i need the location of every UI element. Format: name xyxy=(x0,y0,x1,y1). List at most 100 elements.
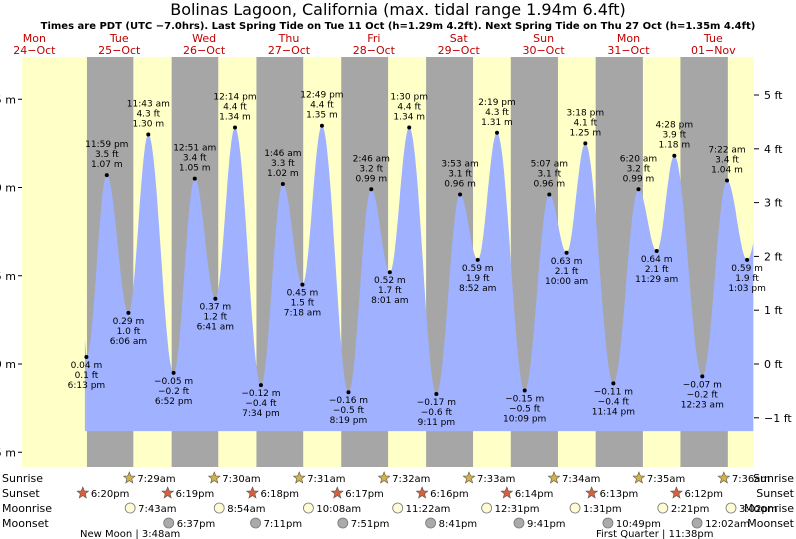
extreme-time: 7:22 am xyxy=(708,145,745,155)
extreme-time: 6:52 pm xyxy=(155,397,193,407)
sunset-time: 6:19pm xyxy=(176,489,215,500)
extreme-dot xyxy=(475,257,480,262)
extreme-dot xyxy=(458,192,463,197)
day-name: Thu xyxy=(278,32,300,45)
extreme-m: 0.99 m xyxy=(623,174,655,184)
right-tick-label: 4 ft xyxy=(764,143,783,156)
extreme-dot xyxy=(192,176,197,181)
sunrise-time: 7:29am xyxy=(137,474,175,485)
day-name: Mon xyxy=(617,32,640,45)
extreme-ft: −0.5 ft xyxy=(509,404,541,414)
extreme-time: 7:18 am xyxy=(284,309,321,319)
extreme-time: 5:07 am xyxy=(531,160,568,170)
sunrise-icon xyxy=(547,471,561,484)
extreme-time: 6:20 am xyxy=(620,154,657,164)
sunset-icon xyxy=(500,486,514,499)
extreme-labels: 0.04 m0.1 ft6:13 pm 11:59 pm3.5 ft1.07 m 0… xyxy=(68,91,766,428)
day-date: 31−Oct xyxy=(607,44,650,57)
moonrise-time: 1:31pm xyxy=(583,504,622,515)
extreme-time: 6:06 am xyxy=(110,337,147,347)
right-tick-label: 1 ft xyxy=(764,304,783,317)
extreme-time: 7:34 pm xyxy=(242,409,280,419)
extreme-ft: 4.4 ft xyxy=(397,102,421,112)
extreme-m: 1.05 m xyxy=(179,164,211,174)
extreme-m: 0.45 m xyxy=(287,289,319,299)
sunrise-icon xyxy=(717,471,731,484)
extreme-dot xyxy=(636,187,641,192)
extreme-ft: −0.4 ft xyxy=(598,397,630,407)
extreme-m: 1.02 m xyxy=(267,169,299,179)
extreme-time: 1:46 am xyxy=(264,149,301,159)
moonset-icon xyxy=(602,517,614,529)
left-tick-label: 1.5 m xyxy=(0,93,16,106)
moonset-icon xyxy=(425,517,437,529)
extreme-time: 9:11 pm xyxy=(418,418,456,428)
extreme-time: 1:03 pm xyxy=(728,284,766,294)
extreme-dot xyxy=(611,381,616,386)
sunset-icon xyxy=(415,486,429,499)
extreme-ft: −0.2 ft xyxy=(687,390,719,400)
daylight-band xyxy=(22,57,87,467)
moonrise-time: 7:43am xyxy=(138,504,176,515)
sunrise-time: 7:35am xyxy=(647,474,685,485)
extreme-m: 0.04 m xyxy=(71,361,103,371)
extreme-ft: 3.5 ft xyxy=(95,150,119,160)
extreme-m: 0.29 m xyxy=(113,317,145,327)
sunrise-icon xyxy=(122,471,136,484)
left-tick-label: 0.5 m xyxy=(0,270,16,283)
extreme-time: 11:14 pm xyxy=(592,407,635,417)
day-headers: Mon24−OctTue25−OctWed26−OctThu27−OctFri2… xyxy=(13,32,736,57)
sunset-icon xyxy=(76,486,90,499)
extreme-time: 6:13 pm xyxy=(68,381,106,391)
day-date: 24−Oct xyxy=(13,44,56,57)
extreme-time: 10:09 pm xyxy=(503,414,546,424)
sunrise-time: 7:36am xyxy=(732,474,770,485)
row-label-left: Sunset xyxy=(2,487,40,500)
right-tick-label: −1 ft xyxy=(764,412,792,425)
extreme-dot xyxy=(213,296,218,301)
extreme-time: 8:01 am xyxy=(371,296,408,306)
extreme-time: 11:59 pm xyxy=(85,140,128,150)
extreme-ft: 3.2 ft xyxy=(627,164,651,174)
extreme-m: 0.59 m xyxy=(462,264,494,274)
moonset-time: 7:51pm xyxy=(351,519,390,530)
row-label-left: Moonset xyxy=(2,517,49,530)
extreme-dot xyxy=(280,181,285,186)
moon-phase-label: New Moon | 3:48am xyxy=(80,529,180,539)
extreme-ft: 4.4 ft xyxy=(223,102,247,112)
extreme-time: 8:19 pm xyxy=(330,416,368,426)
sunset-time: 6:20pm xyxy=(91,489,130,500)
extreme-time: 11:29 am xyxy=(635,275,678,285)
extreme-dot xyxy=(258,383,263,388)
extreme-m: 1.18 m xyxy=(658,141,690,151)
sunset-icon xyxy=(585,486,599,499)
extreme-time: 2:19 pm xyxy=(478,98,516,108)
moonrise-icon xyxy=(303,502,314,514)
moonrise-icon xyxy=(569,502,581,514)
extreme-ft: 1.9 ft xyxy=(735,274,759,284)
sunset-icon xyxy=(330,486,344,499)
moonset-time: 8:41pm xyxy=(439,519,478,530)
sunrise-icon xyxy=(292,471,306,484)
extreme-m: −0.05 m xyxy=(154,377,193,387)
day-name: Wed xyxy=(192,32,216,45)
extreme-ft: 2.1 ft xyxy=(555,267,579,277)
extreme-m: −0.16 m xyxy=(329,396,368,406)
extreme-time: 8:52 am xyxy=(459,284,496,294)
extreme-time: 3:18 pm xyxy=(567,108,605,118)
sunset-icon xyxy=(245,486,259,499)
extreme-time: 6:41 am xyxy=(197,323,234,333)
extreme-dot xyxy=(583,141,588,146)
extreme-dot xyxy=(387,270,392,275)
extreme-time: 2:46 am xyxy=(353,154,390,164)
extreme-dot xyxy=(725,178,730,183)
extreme-m: 0.52 m xyxy=(374,276,406,286)
extreme-dot xyxy=(700,374,705,379)
extreme-ft: 3.4 ft xyxy=(183,154,207,164)
moon-phase-label: First Quarter | 11:38pm xyxy=(596,529,714,539)
day-date: 27−Oct xyxy=(268,44,311,57)
extreme-dot xyxy=(494,130,499,135)
sunrise-icon xyxy=(207,471,221,484)
extreme-time: 11:43 am xyxy=(127,100,170,110)
extreme-ft: 0.1 ft xyxy=(75,371,99,381)
